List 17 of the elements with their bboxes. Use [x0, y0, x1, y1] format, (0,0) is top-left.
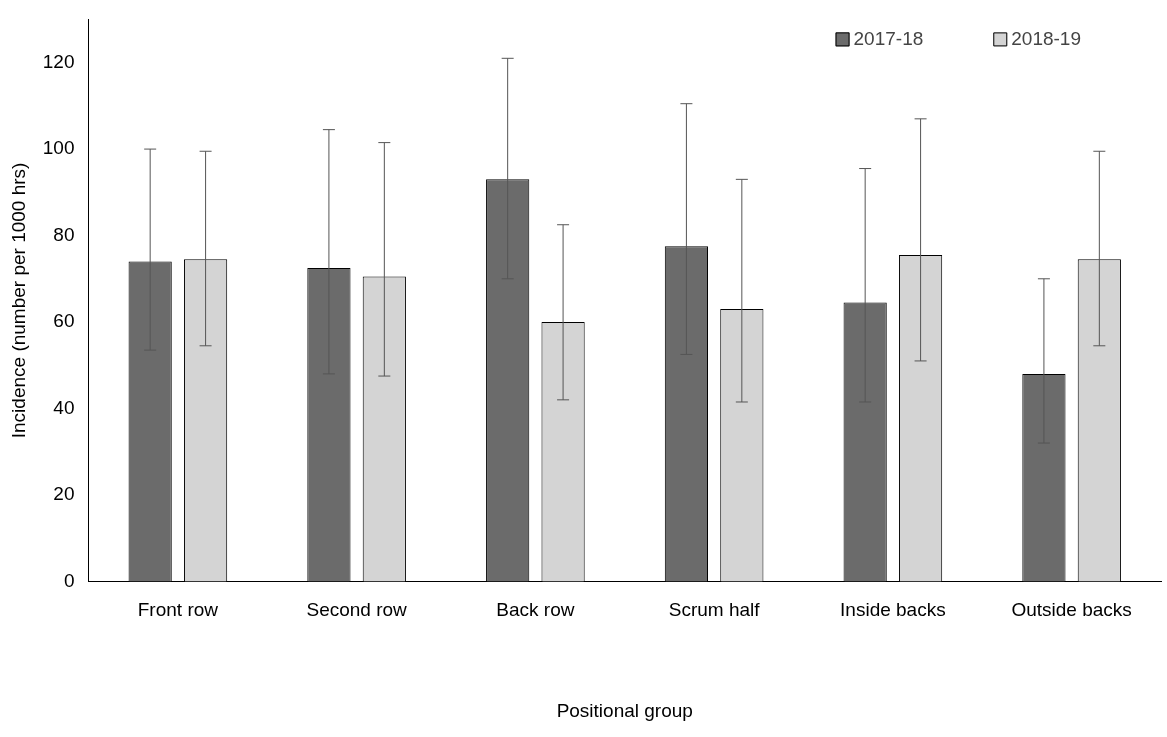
x-tick-label: Outside backs — [1011, 599, 1132, 621]
x-tick-label: Inside backs — [840, 599, 946, 621]
x-tick-label: Back row — [496, 599, 575, 621]
y-axis-title: Incidence (number per 1000 hrs) — [7, 162, 29, 439]
y-tick-label: 80 — [53, 223, 75, 245]
x-axis-title: Positional group — [556, 699, 693, 721]
y-tick-label: 60 — [53, 310, 75, 332]
legend-label: 2018-19 — [1011, 27, 1082, 49]
x-tick-label: Scrum half — [668, 599, 761, 621]
y-tick-label: 20 — [53, 483, 75, 505]
legend-label: 2017-18 — [853, 27, 924, 49]
y-tick-label: 0 — [63, 569, 75, 591]
y-tick-label: 120 — [42, 50, 75, 72]
y-tick-label: 40 — [53, 396, 75, 418]
y-tick-label: 100 — [42, 137, 75, 159]
x-tick-label: Second row — [306, 599, 408, 621]
x-tick-label: Front row — [137, 599, 219, 621]
